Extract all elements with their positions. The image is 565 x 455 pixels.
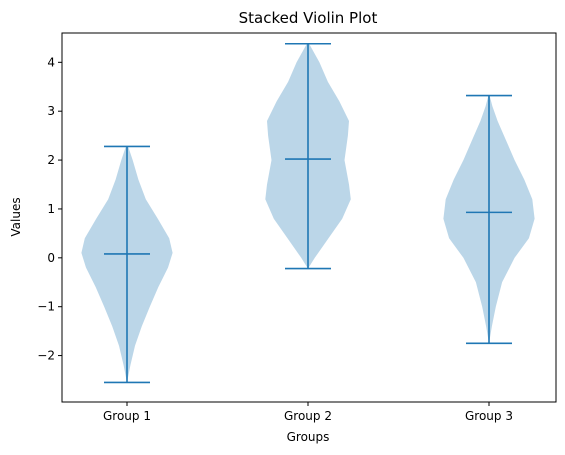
plot-area [81,42,535,384]
chart-title: Stacked Violin Plot [239,9,378,27]
y-tick-label: 4 [47,55,55,69]
y-tick-label: −2 [37,349,55,363]
y-axis-label: Values [9,197,23,236]
x-tick-label: Group 2 [284,409,332,423]
y-tick-label: −1 [37,300,55,314]
plot-frame [61,32,557,403]
y-tick-label: 1 [47,202,55,216]
x-axis-label: Groups [287,430,330,444]
y-tick-label: 0 [47,251,55,265]
x-axis: Group 1 Group 2 Group 3 [103,402,513,423]
y-axis: −2 −1 0 1 2 3 4 [37,55,62,363]
y-tick-label: 3 [47,104,55,118]
x-tick-label: Group 3 [465,409,513,423]
y-tick-label: 2 [47,153,55,167]
x-tick-label: Group 1 [103,409,151,423]
